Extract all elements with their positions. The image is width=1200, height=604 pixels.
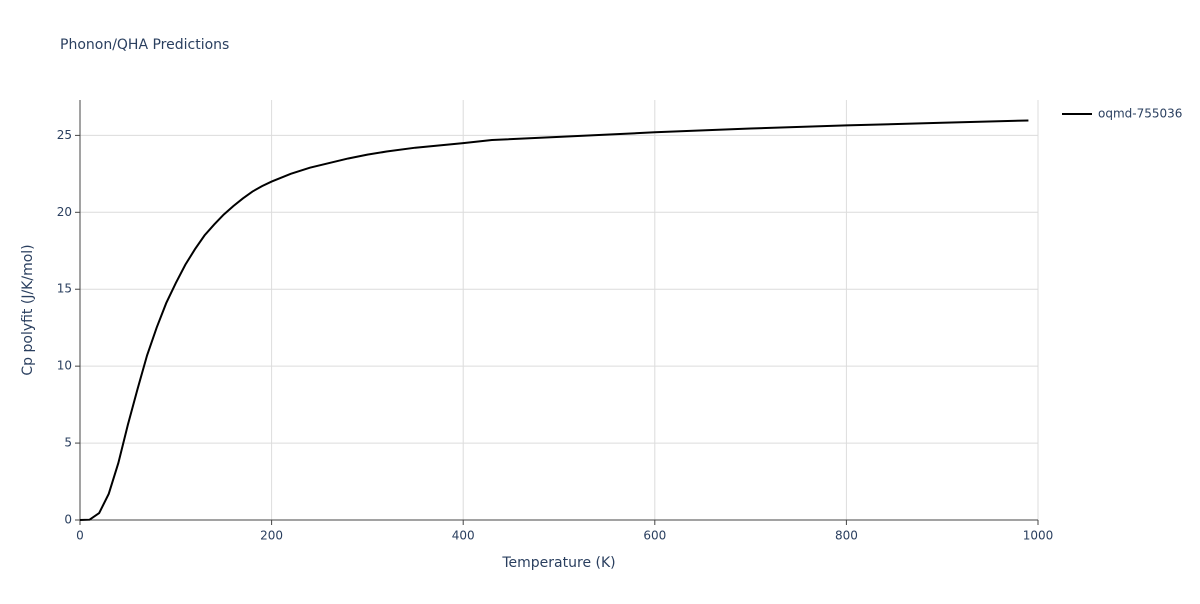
y-tick-label: 20 xyxy=(57,205,72,219)
y-axis-label: Cp polyfit (J/K/mol) xyxy=(20,244,36,375)
x-axis-label: Temperature (K) xyxy=(501,555,615,571)
series-line xyxy=(79,119,1029,521)
x-tick-label: 200 xyxy=(260,529,283,543)
legend-label: oqmd-755036 xyxy=(1098,107,1182,121)
y-tick-label: 15 xyxy=(57,282,72,296)
x-tick-label: 0 xyxy=(76,529,84,543)
y-tick-label: 0 xyxy=(64,513,72,527)
x-tick-label: 1000 xyxy=(1023,529,1054,543)
y-tick-label: 5 xyxy=(64,436,72,450)
x-tick-label: 600 xyxy=(643,529,666,543)
x-tick-label: 800 xyxy=(835,529,858,543)
y-tick-label: 10 xyxy=(57,359,72,373)
x-tick-label: 400 xyxy=(452,529,475,543)
y-tick-label: 25 xyxy=(57,128,72,142)
chart-title: Phonon/QHA Predictions xyxy=(60,37,229,53)
